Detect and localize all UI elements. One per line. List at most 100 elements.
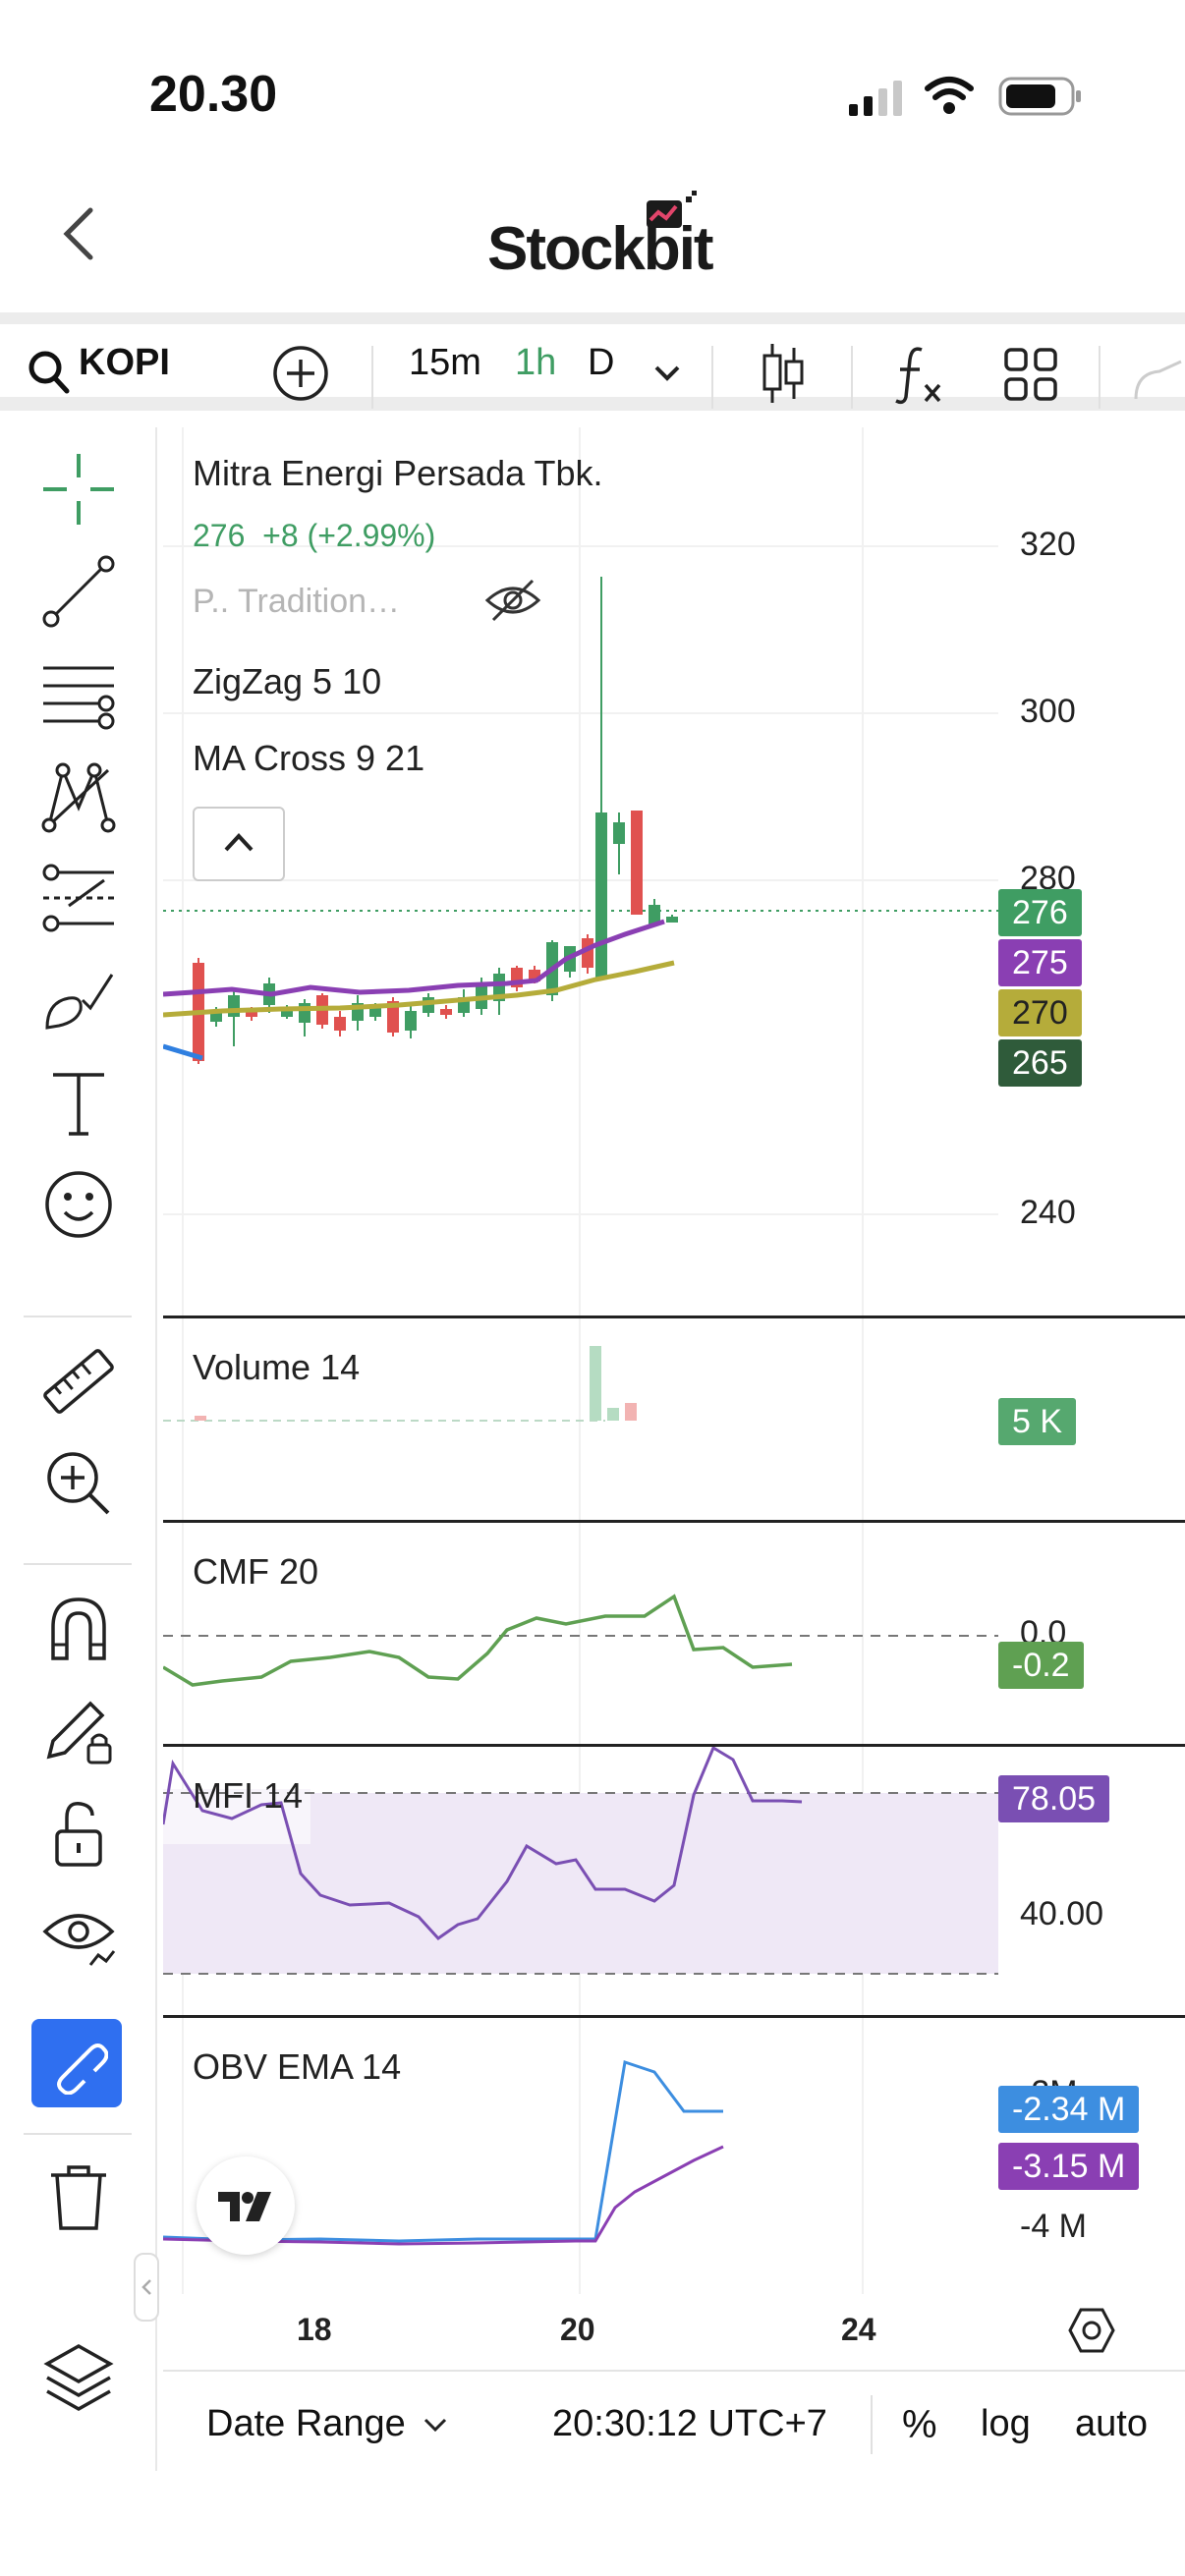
candle-body xyxy=(613,822,625,844)
chart-area[interactable]: Mitra Energi Persada Tbk. 276 +8 (+2.99%… xyxy=(163,427,1185,2471)
crosshair-tool[interactable] xyxy=(29,445,128,533)
ma-slow-tag: 270 xyxy=(998,989,1082,1036)
interval-d[interactable]: D xyxy=(588,342,615,383)
chart-footer: Date Range 20:30:12 UTC+7 % log auto xyxy=(163,2370,1185,2478)
tradingview-badge[interactable] xyxy=(197,2156,295,2255)
pane-separator[interactable] xyxy=(163,1520,1185,1523)
text-icon xyxy=(53,1073,104,1136)
collapse-toolbar-handle[interactable] xyxy=(134,2253,159,2322)
cmf-line xyxy=(163,1594,793,1687)
back-icon[interactable] xyxy=(59,204,98,263)
candle-body xyxy=(299,1003,310,1023)
logo-chart-icon xyxy=(647,191,697,228)
add-compare-icon[interactable] xyxy=(271,344,330,403)
settings-hex-icon[interactable] xyxy=(1067,2306,1116,2355)
chevron-down-icon[interactable] xyxy=(652,362,682,385)
candles-icon[interactable] xyxy=(759,340,808,407)
candle-body xyxy=(369,1007,381,1017)
forecast-tool[interactable] xyxy=(29,854,128,942)
obv-bottom-label: -4 M xyxy=(1020,2208,1087,2245)
legend-price: 276 +8 (+2.99%) xyxy=(193,518,435,554)
date-range-button[interactable]: Date Range xyxy=(206,2403,449,2445)
instrument-name: Mitra Energi Persada Tbk. xyxy=(193,453,603,493)
chevron-up-icon xyxy=(224,833,254,852)
obv-title[interactable]: OBV EMA 14 xyxy=(193,2046,402,2087)
tradingview-logo-icon xyxy=(218,2192,271,2221)
eye-icon xyxy=(42,1914,116,1966)
clock-timezone[interactable]: 20:30:12 UTC+7 xyxy=(552,2403,827,2444)
fib-tool[interactable] xyxy=(29,649,128,738)
symbol-search[interactable]: KOPI xyxy=(79,342,170,383)
volume-bar xyxy=(195,1416,206,1421)
zigzag-line xyxy=(163,1043,203,1061)
draw-brush-icon[interactable] xyxy=(1130,354,1185,403)
link-icon xyxy=(57,2044,108,2095)
candle-body xyxy=(631,811,643,915)
unlock-tool[interactable] xyxy=(29,1789,128,1877)
auto-scale-toggle[interactable]: auto xyxy=(1075,2403,1148,2444)
emoji-tool[interactable] xyxy=(29,1160,128,1249)
brush-icon xyxy=(45,974,114,1030)
mfi-tag: 78.05 xyxy=(998,1775,1110,1822)
price-label: 320 xyxy=(1020,526,1076,563)
time-label: 20 xyxy=(560,2312,595,2347)
trend-line-tool[interactable] xyxy=(29,547,128,636)
cmf-tag: -0.2 xyxy=(998,1642,1084,1689)
chart-toolbar: KOPI 15m 1h D xyxy=(0,312,1185,411)
chevron-left-icon xyxy=(141,2279,151,2295)
obv-ema-tag: -3.15 M xyxy=(998,2143,1140,2190)
visibility-tool[interactable] xyxy=(29,1891,128,1980)
candle-body xyxy=(210,1012,222,1022)
delete-tool[interactable] xyxy=(29,2153,128,2241)
cmf-title[interactable]: CMF 20 xyxy=(193,1551,319,1592)
layers-tool[interactable] xyxy=(29,2333,128,2422)
trash-icon xyxy=(51,2165,106,2230)
layout-grid-icon[interactable] xyxy=(1002,346,1061,405)
brush-tool[interactable] xyxy=(29,956,128,1044)
volume-bar xyxy=(607,1408,619,1421)
mfi-title[interactable]: MFI 14 xyxy=(193,1775,304,1816)
candle-body xyxy=(440,1009,452,1015)
collapse-legend-button[interactable] xyxy=(193,807,285,881)
ma-fast-line xyxy=(163,919,665,997)
indicator-zigzag[interactable]: ZigZag 5 10 xyxy=(193,661,382,701)
ma-slow-line xyxy=(163,960,675,1018)
hidden-eye-icon[interactable] xyxy=(483,577,542,626)
magnet-tool[interactable] xyxy=(29,1585,128,1673)
lock-drawings-tool[interactable] xyxy=(29,1687,128,1775)
interval-1h[interactable]: 1h xyxy=(515,342,557,383)
percent-scale-toggle[interactable]: % xyxy=(902,2403,937,2446)
obv-ema-line xyxy=(163,2145,724,2246)
interval-15m[interactable]: 15m xyxy=(409,342,481,383)
text-tool[interactable] xyxy=(29,1058,128,1147)
search-icon[interactable] xyxy=(28,348,71,397)
candle-body xyxy=(387,1001,399,1033)
pencil-lock-icon xyxy=(46,1701,112,1764)
pattern-icon xyxy=(41,762,116,833)
candle-body xyxy=(246,1009,257,1017)
chevron-down-icon xyxy=(424,2418,447,2433)
pane-separator[interactable] xyxy=(163,2015,1185,2018)
zoom-in-icon xyxy=(47,1452,110,1515)
pane-separator[interactable] xyxy=(163,1744,1185,1747)
candle-body xyxy=(666,917,678,923)
indicator-ma-cross[interactable]: MA Cross 9 21 xyxy=(193,738,425,778)
volume-title[interactable]: Volume 14 xyxy=(193,1347,361,1387)
volume-bar xyxy=(625,1403,637,1421)
price-chart-svg xyxy=(163,427,998,2294)
price-label: 300 xyxy=(1020,693,1076,730)
log-scale-toggle[interactable]: log xyxy=(981,2403,1031,2444)
candlesticks xyxy=(193,577,678,1064)
sync-drawings-tool[interactable] xyxy=(31,2019,122,2107)
pattern-tool[interactable] xyxy=(29,752,128,840)
unlock-icon xyxy=(55,1802,102,1867)
zoom-tool[interactable] xyxy=(29,1439,128,1528)
wifi-icon xyxy=(925,77,974,114)
measure-tool[interactable] xyxy=(29,1337,128,1426)
magnet-icon xyxy=(51,1597,106,1660)
obv-tag: -2.34 M xyxy=(998,2086,1140,2133)
indicators-icon[interactable] xyxy=(892,340,947,407)
pane-separator[interactable] xyxy=(163,1316,1185,1318)
date-range-label: Date Range xyxy=(206,2403,406,2444)
mfi-line xyxy=(163,1745,803,1940)
